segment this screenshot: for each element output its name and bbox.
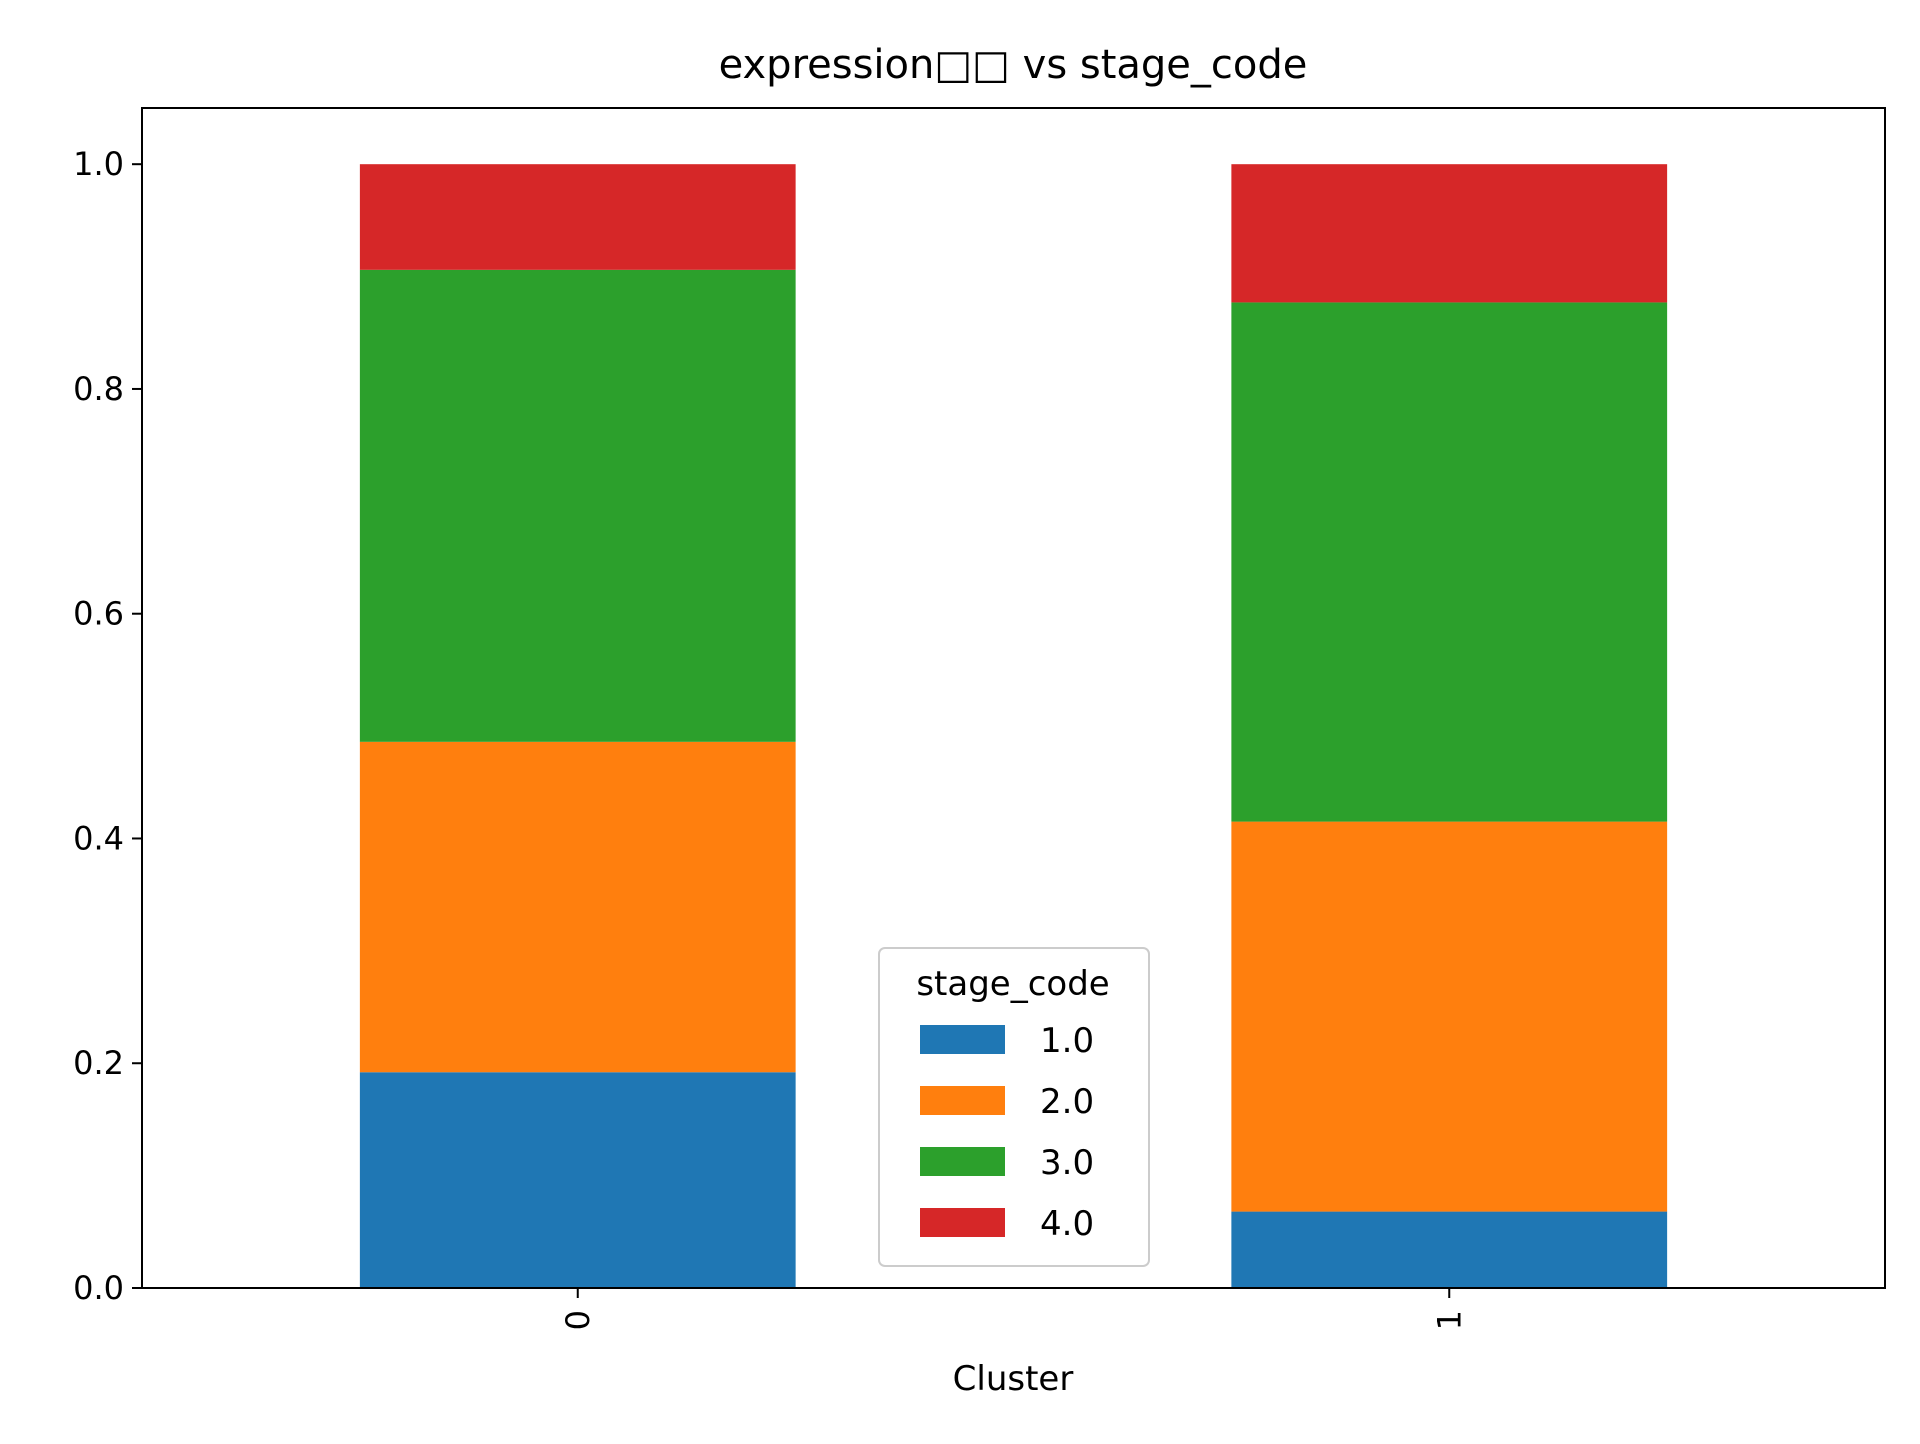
x-tick-label: 1	[1430, 1310, 1468, 1330]
legend-swatch-1.0	[920, 1025, 1005, 1054]
bar-segment-cluster-1-stage-3.0	[1231, 302, 1668, 822]
bars-layer	[359, 164, 1668, 1288]
legend-label-1.0: 1.0	[1040, 1021, 1094, 1061]
legend-swatch-2.0	[920, 1086, 1005, 1115]
y-tick-label: 0.6	[73, 595, 124, 633]
chart-title: expression□□ vs stage_code	[719, 42, 1308, 88]
legend-swatch-4.0	[920, 1208, 1005, 1237]
y-tick-label: 1.0	[73, 145, 124, 183]
y-tick-label: 0.2	[73, 1044, 124, 1082]
y-tick-label: 0.4	[73, 819, 124, 857]
x-axis-label: Cluster	[953, 1359, 1074, 1399]
y-tick-label: 0.8	[73, 370, 124, 408]
legend-items: 1.0 2.0 3.0 4.0	[920, 1021, 1094, 1244]
legend: stage_code 1.0 2.0 3.0 4.0	[878, 947, 1150, 1267]
legend-label-2.0: 2.0	[1040, 1082, 1094, 1122]
bar-segment-cluster-0-stage-4.0	[359, 164, 796, 270]
legend-label-4.0: 4.0	[1040, 1204, 1094, 1244]
legend-title: stage_code	[916, 964, 1109, 1004]
bar-segment-cluster-0-stage-2.0	[359, 741, 796, 1073]
bar-segment-cluster-1-stage-1.0	[1231, 1211, 1668, 1288]
axes-layer: 0.0 0.2 0.4 0.6 0.8 1.0 0 1	[73, 107, 1886, 1330]
y-tick-label: 0.0	[73, 1269, 124, 1307]
x-tick-label: 0	[559, 1310, 597, 1330]
bar-segment-cluster-0-stage-3.0	[359, 269, 796, 742]
plot-frame	[141, 107, 1886, 1289]
legend-label-3.0: 3.0	[1040, 1143, 1094, 1183]
bar-segment-cluster-1-stage-4.0	[1231, 164, 1668, 303]
legend-swatch-3.0	[920, 1147, 1005, 1176]
bar-segment-cluster-0-stage-1.0	[359, 1072, 796, 1288]
bar-segment-cluster-1-stage-2.0	[1231, 821, 1668, 1212]
